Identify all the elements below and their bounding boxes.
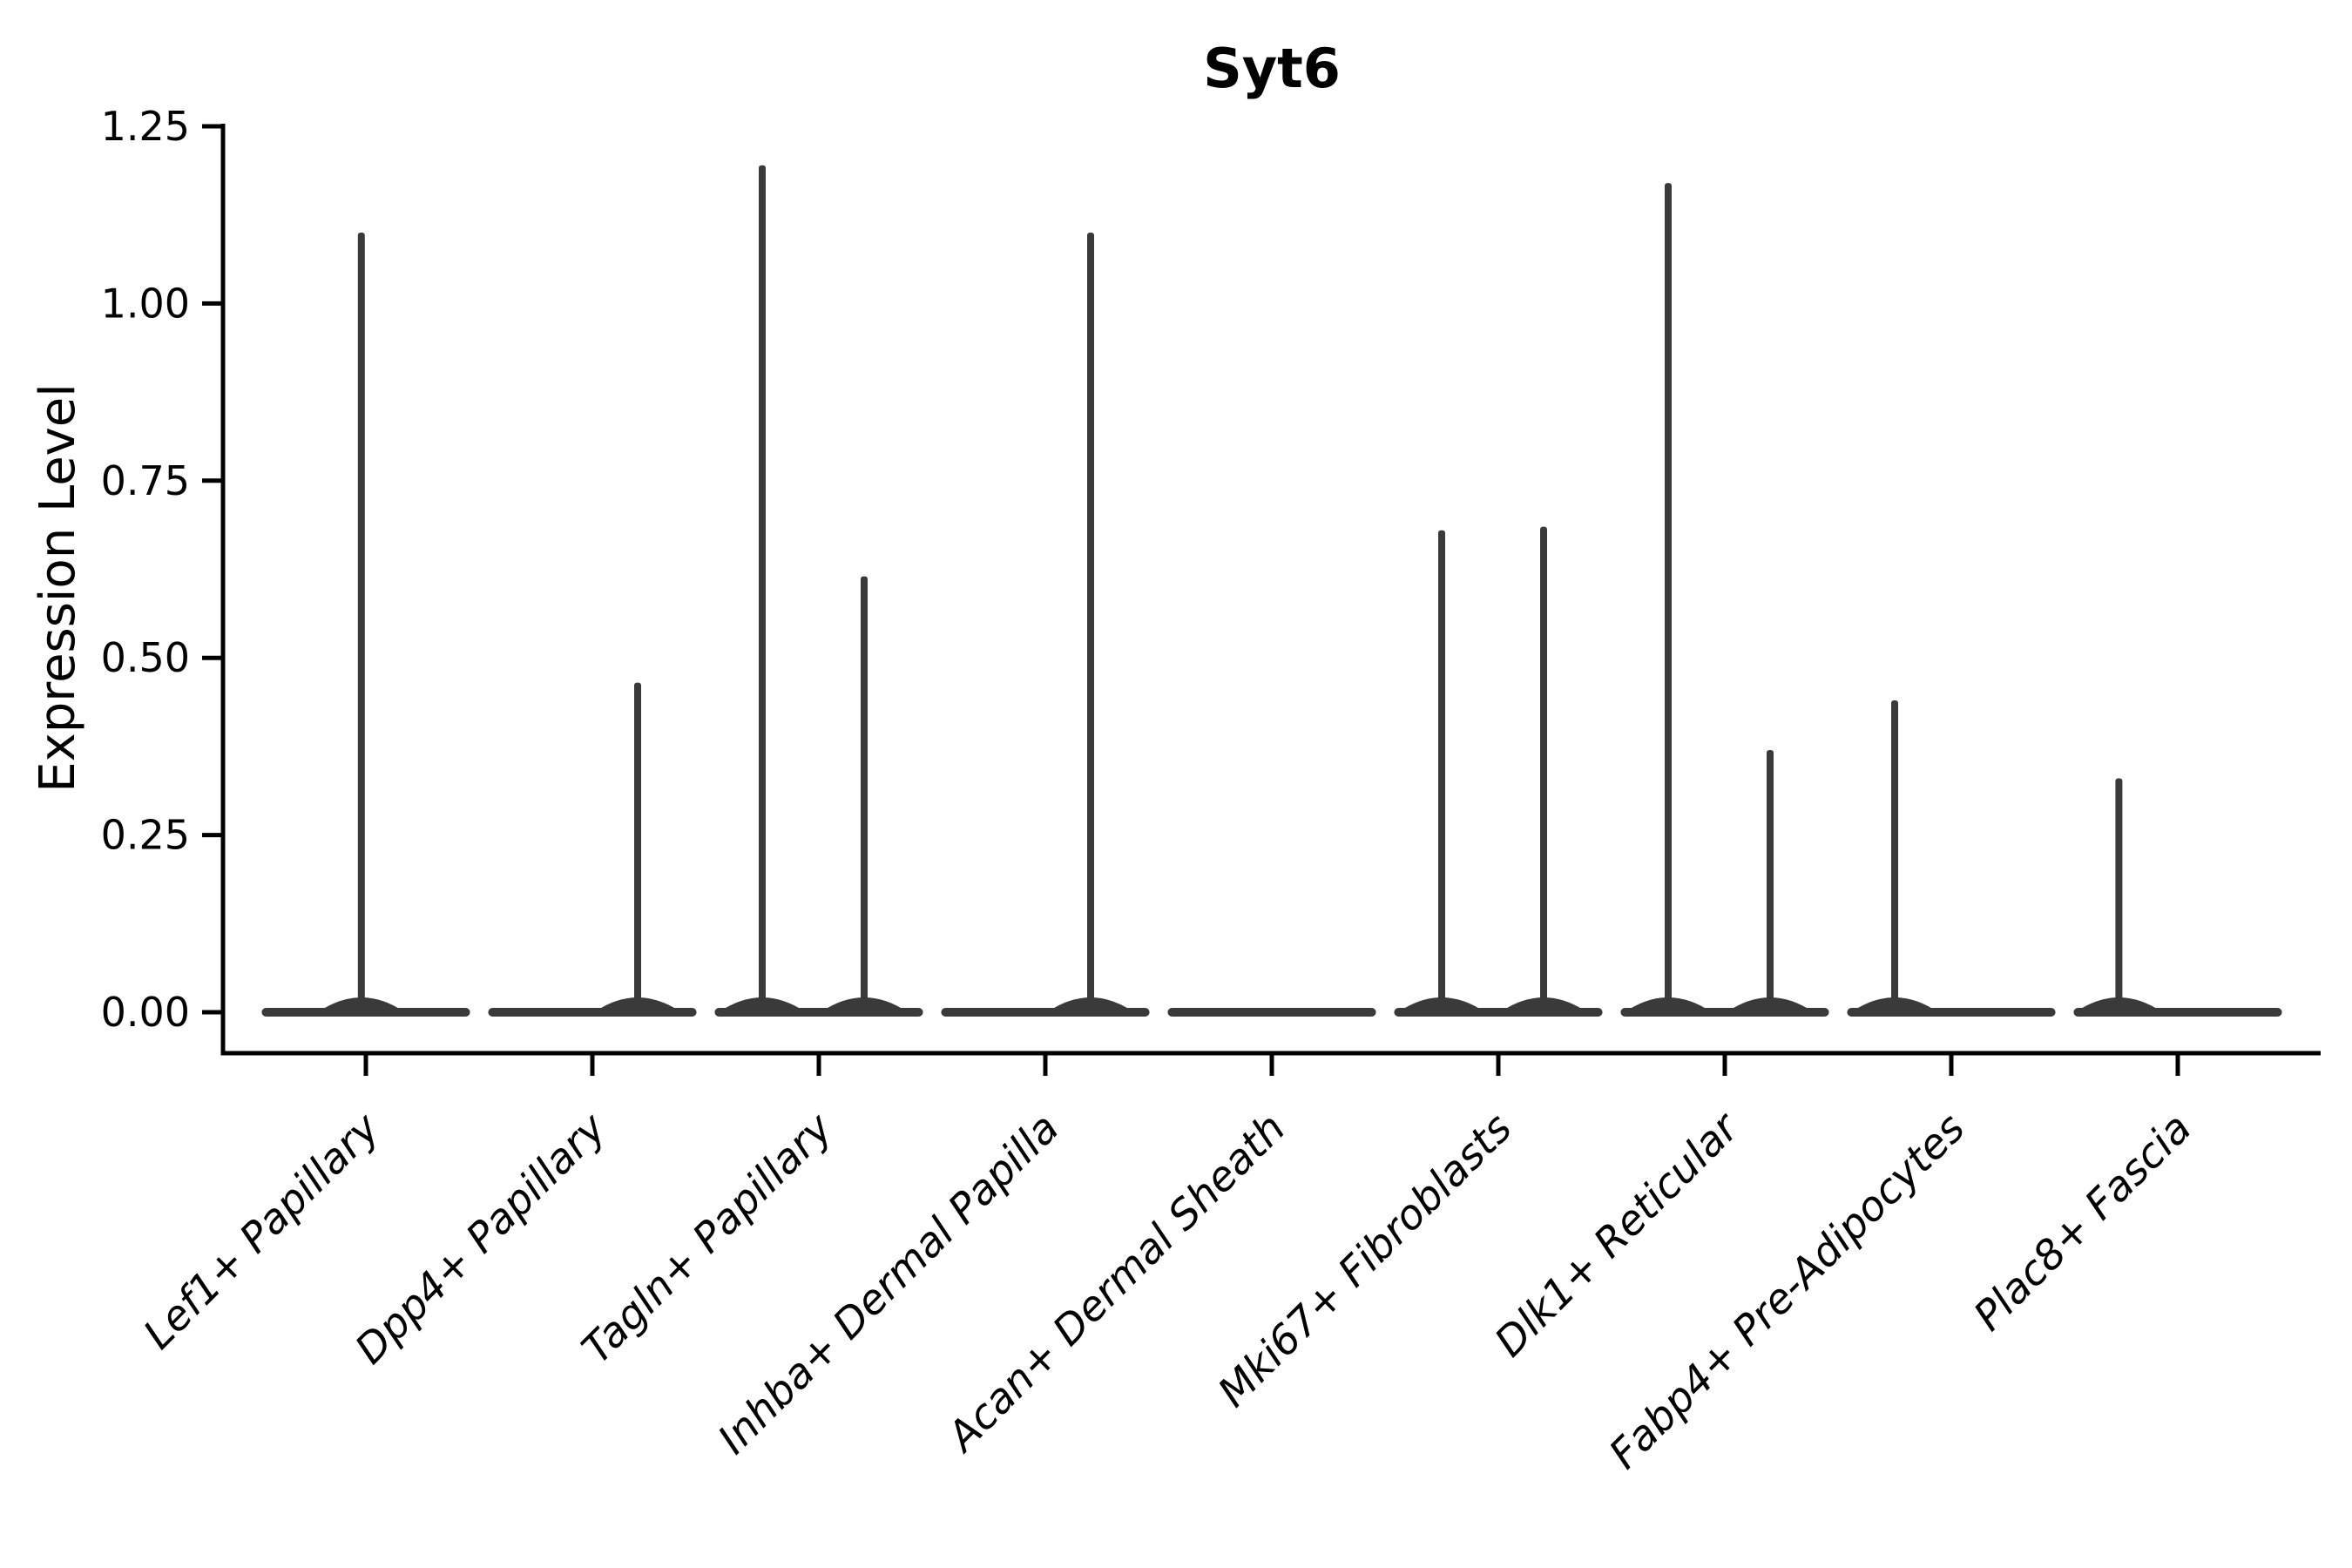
y-tick-label: 0.75 bbox=[101, 457, 190, 504]
violin-baseline bbox=[488, 1008, 697, 1017]
violin-baseline bbox=[261, 1008, 470, 1017]
violin bbox=[714, 165, 923, 1017]
y-tick-label: 1.00 bbox=[101, 280, 190, 327]
violin-baseline bbox=[1394, 1008, 1603, 1017]
violin-spike bbox=[357, 233, 365, 1012]
violin-spike bbox=[759, 165, 766, 1013]
violin-baseline bbox=[714, 1008, 923, 1017]
violin bbox=[941, 233, 1150, 1017]
violin-spike bbox=[1665, 183, 1672, 1012]
y-tick-label: 0.25 bbox=[101, 812, 190, 859]
violin-spike bbox=[1540, 526, 1547, 1012]
y-tick-label: 0.00 bbox=[101, 989, 190, 1036]
x-tick-label: Dpp4+ Papillary bbox=[346, 1104, 616, 1374]
violin bbox=[2073, 778, 2282, 1017]
violins-group bbox=[261, 165, 2282, 1017]
violin-spike bbox=[2115, 778, 2123, 1012]
x-tick-label: Tagln+ Papillary bbox=[573, 1104, 843, 1374]
violin bbox=[261, 233, 470, 1017]
violin-baseline bbox=[941, 1008, 1150, 1017]
x-tick-label: Plac8+ Fascia bbox=[1964, 1105, 2200, 1341]
y-axis-label: Expression Level bbox=[30, 383, 86, 793]
violin-spike bbox=[634, 682, 641, 1012]
violin-spike bbox=[861, 576, 868, 1012]
violin-spike bbox=[1891, 700, 1898, 1012]
y-tick-label: 0.50 bbox=[101, 634, 190, 681]
violin bbox=[1620, 183, 1829, 1017]
violin bbox=[488, 682, 697, 1017]
violin-spike bbox=[1767, 749, 1774, 1012]
x-tick-label: Lef1+ Papillary bbox=[134, 1104, 389, 1359]
violin-baseline bbox=[1620, 1008, 1829, 1017]
violin bbox=[1167, 1008, 1376, 1017]
violin-spike bbox=[1087, 233, 1094, 1012]
chart-title: Syt6 bbox=[1203, 37, 1341, 100]
violin-baseline bbox=[1847, 1008, 2056, 1017]
violin bbox=[1847, 700, 2056, 1017]
violin-baseline bbox=[2073, 1008, 2282, 1017]
violin-baseline bbox=[1167, 1008, 1376, 1017]
x-tick-label: Fabp4+ Pre-Adipocytes bbox=[1600, 1105, 1974, 1478]
y-tick-label: 1.25 bbox=[101, 103, 190, 150]
violin-spike bbox=[1438, 530, 1445, 1012]
violin bbox=[1394, 526, 1603, 1017]
x-tick-label: Dlk1+ Reticular bbox=[1486, 1103, 1750, 1367]
